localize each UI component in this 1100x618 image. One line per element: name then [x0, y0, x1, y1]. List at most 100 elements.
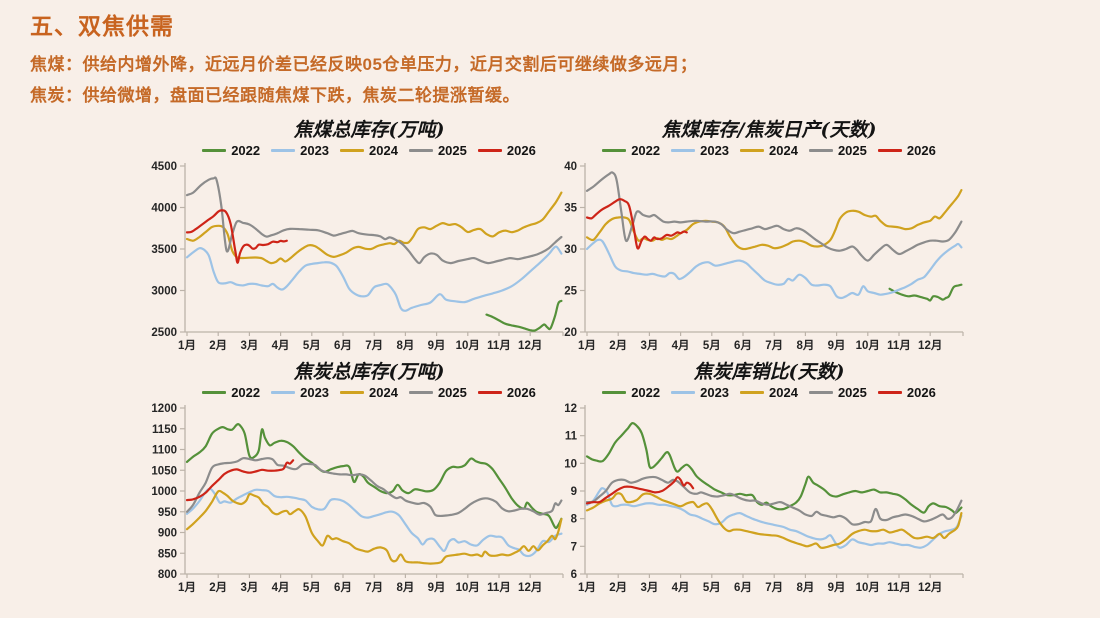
series-line-2025	[185, 176, 563, 265]
x-tick-label: 6月	[734, 339, 752, 352]
legend-line-icon	[602, 148, 627, 152]
series-line-2023	[185, 487, 563, 558]
x-tick-label: 2月	[209, 339, 227, 352]
legend-line-icon	[808, 390, 833, 394]
x-tick-label: 6月	[334, 581, 352, 594]
series-line-2025	[185, 457, 563, 518]
legend-label: 2026	[906, 142, 936, 158]
x-tick-label: 11月	[487, 581, 511, 594]
legend-line-icon	[202, 148, 227, 152]
series-line-2023	[185, 245, 563, 312]
legend-item-2024: 2024	[740, 143, 798, 158]
x-tick-label: 7月	[765, 339, 783, 352]
x-tick-label: 7月	[365, 339, 383, 352]
y-tick-label: 4500	[151, 161, 177, 173]
legend-line-icon	[477, 148, 502, 152]
x-tick-label: 1月	[178, 339, 196, 352]
legend-label: 2023	[700, 142, 730, 158]
x-tick-label: 10月	[856, 581, 880, 594]
chart-coking-coal-total-inventory: 焦煤总库存(万吨) 2022 2023 2024 2025 2026 2500 3000 3…	[135, 118, 575, 370]
y-tick-label: 3500	[151, 244, 177, 256]
series-line-2026	[585, 476, 695, 505]
chart-coke-total-inventory: 焦炭总库存(万吨) 2022 2023 2024 2025 2026 800 850 900…	[135, 360, 575, 612]
x-tick-label: 4月	[672, 581, 690, 594]
legend-item-2023: 2023	[271, 143, 329, 158]
x-tick-label: 4月	[272, 339, 290, 352]
series-line-2022	[185, 423, 563, 530]
x-tick-label: 8月	[796, 339, 814, 352]
page-title: 五、双焦供需	[30, 13, 174, 39]
chart-plot: 2500 3000 3500 4000 4500 1月 2月 3月 4月 5月 6月 7月 8月 9月 10…	[151, 161, 564, 352]
legend-line-icon	[340, 390, 365, 394]
legend-line-icon	[671, 148, 696, 152]
legend-line-icon	[602, 390, 627, 394]
x-tick-label: 12月	[518, 339, 542, 352]
legend-item-2024: 2024	[740, 385, 798, 400]
legend-line-icon	[271, 390, 296, 394]
y-tick-label: 1100	[152, 445, 177, 457]
legend-item-2023: 2023	[671, 385, 729, 400]
legend-label: 2024	[369, 142, 398, 158]
legend-line-icon	[408, 390, 433, 394]
legend-line-icon	[202, 390, 227, 394]
x-tick-label: 1月	[578, 581, 596, 594]
x-tick-label: 12月	[918, 339, 942, 352]
legend-label: 2026	[906, 384, 936, 400]
x-tick-label: 11月	[887, 581, 911, 594]
legend-item-2023: 2023	[671, 143, 729, 158]
legend-label: 2022	[631, 142, 661, 158]
legend-line-icon	[340, 148, 365, 152]
chart-title: 焦炭总库存(万吨)	[293, 361, 445, 383]
y-tick-label: 1000	[151, 486, 177, 498]
legend-label: 2025	[837, 142, 867, 158]
y-tick-label: 12	[564, 403, 577, 415]
x-tick-label: 8月	[796, 581, 814, 594]
legend-item-2026: 2026	[877, 384, 936, 400]
series-line-2024	[185, 191, 563, 265]
y-tick-label: 7	[571, 541, 577, 553]
series-line-2025	[585, 475, 963, 526]
legend-line-icon	[271, 148, 296, 152]
x-tick-label: 3月	[240, 581, 258, 594]
y-tick-label: 2500	[151, 327, 177, 339]
x-tick-label: 11月	[487, 339, 511, 352]
x-tick-label: 7月	[365, 581, 383, 594]
legend-line-icon	[877, 148, 902, 152]
x-tick-label: 10月	[856, 339, 880, 352]
series-line-2024	[585, 189, 963, 251]
x-tick-label: 9月	[428, 581, 446, 594]
legend-line-icon	[808, 148, 833, 152]
series-line-2026	[185, 459, 295, 502]
y-tick-label: 25	[564, 286, 577, 298]
x-tick-label: 12月	[918, 581, 942, 594]
y-tick-label: 35	[564, 203, 577, 215]
legend-label: 2022	[631, 384, 661, 400]
x-tick-label: 3月	[240, 339, 258, 352]
x-tick-label: 3月	[640, 581, 658, 594]
series-line-2022	[888, 283, 963, 302]
legend-item-2026: 2026	[477, 385, 536, 400]
x-tick-label: 10月	[456, 339, 480, 352]
x-tick-label: 12月	[518, 581, 542, 594]
x-tick-label: 8月	[396, 581, 414, 594]
legend-label: 2024	[369, 384, 398, 400]
legend-line-icon	[740, 148, 765, 152]
chart-title: 焦煤库存/焦炭日产(天数)	[661, 119, 877, 141]
y-tick-label: 950	[158, 507, 177, 519]
x-tick-label: 2月	[609, 339, 627, 352]
y-tick-label: 1200	[151, 403, 177, 415]
y-tick-label: 1050	[151, 465, 177, 477]
chart-legend: 2022 2023 2024 2025 2026	[575, 384, 963, 400]
x-tick-label: 6月	[734, 581, 752, 594]
x-tick-label: 11月	[887, 339, 911, 352]
chart-legend: 2022 2023 2024 2025 2026	[175, 384, 563, 400]
legend-line-icon	[740, 390, 765, 394]
y-tick-label: 11	[565, 431, 578, 443]
y-tick-label: 800	[158, 569, 177, 581]
chart-plot: 800 850 900 950 1000 1050 1100 1150 1200 1月 2月 3月 4月…	[151, 403, 564, 594]
summary-line-coke: 焦炭：供给微增，盘面已经跟随焦煤下跌，焦炭二轮提涨暂缓。	[30, 86, 520, 105]
x-tick-label: 3月	[640, 339, 658, 352]
series-line-2022	[485, 299, 563, 332]
summary-line-coking-coal: 焦煤：供给内增外降，近远月价差已经反映05仓单压力，近月交割后可继续做多远月；	[30, 55, 698, 74]
